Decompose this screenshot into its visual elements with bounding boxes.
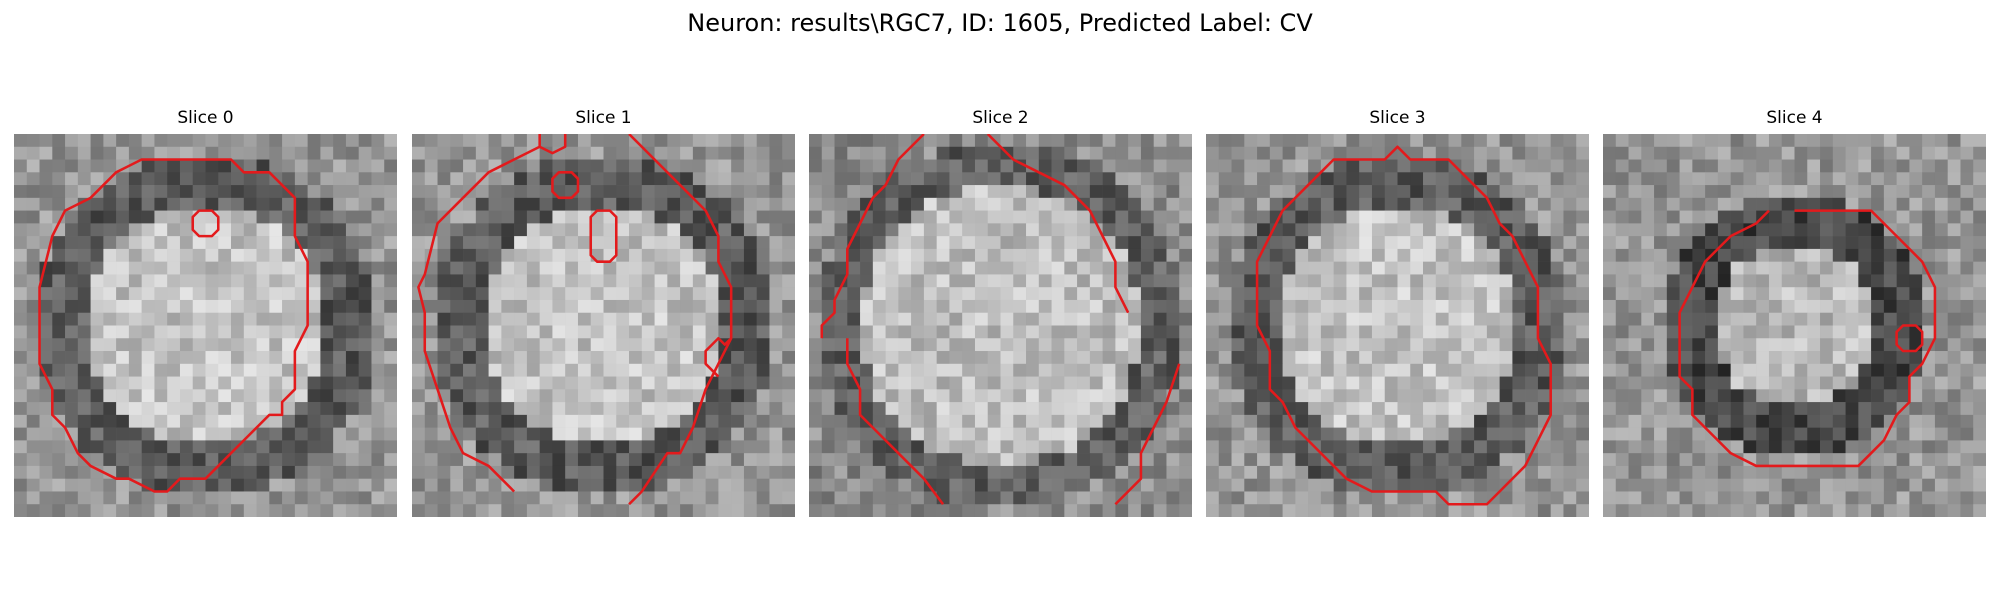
contour-1-1 — [628, 134, 733, 506]
contour-2-0 — [820, 134, 925, 339]
contour-1-0 — [462, 145, 541, 199]
slice-texture — [1206, 134, 1589, 517]
contour-1-4 — [538, 134, 567, 155]
contour-2-3 — [1114, 363, 1181, 506]
slice-texture — [809, 134, 1192, 517]
slice-title-3: Slice 3 — [1369, 108, 1426, 128]
contour-2-1 — [986, 134, 1130, 314]
slice-title-4: Slice 4 — [1766, 108, 1823, 128]
slice-title-2: Slice 2 — [972, 108, 1029, 128]
slice-panel-3: Slice 3 — [1206, 107, 1589, 517]
contour-3-0 — [1255, 145, 1552, 506]
slice-texture — [412, 134, 795, 517]
contour-0-0 — [38, 158, 309, 493]
figure-title: Neuron: results\RGC7, ID: 1605, Predicte… — [687, 9, 1313, 37]
slice-image-4 — [1603, 134, 1986, 517]
slice-image-2 — [809, 134, 1192, 517]
slice-panel-0: Slice 0 — [14, 107, 397, 517]
slice-panel-4: Slice 4 — [1603, 107, 1986, 517]
contour-1-3 — [417, 196, 516, 493]
slice-image-3 — [1206, 134, 1589, 517]
contour-4-1 — [1895, 324, 1924, 353]
contour-0-1 — [191, 209, 220, 238]
slice-image-0 — [14, 134, 397, 517]
slice-title-0: Slice 0 — [177, 108, 234, 128]
contour-4-0 — [1678, 209, 1937, 468]
slice-title-1: Slice 1 — [575, 108, 632, 128]
slice-panel-2: Slice 2 — [809, 107, 1192, 517]
contour-2-2 — [846, 338, 945, 505]
contour-1-5 — [551, 171, 580, 200]
contour-1-6 — [589, 209, 618, 263]
slice-texture — [1603, 134, 1986, 517]
slice-image-1 — [412, 134, 795, 517]
slice-texture — [14, 134, 397, 517]
slice-panel-1: Slice 1 — [412, 107, 795, 517]
contour-1-2 — [704, 336, 733, 378]
